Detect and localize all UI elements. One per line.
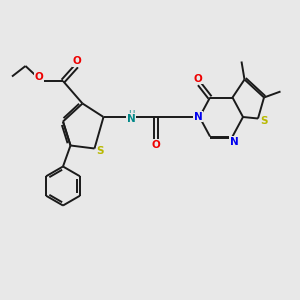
Text: N: N bbox=[230, 136, 238, 147]
Text: O: O bbox=[152, 140, 160, 150]
Text: S: S bbox=[260, 116, 268, 127]
Text: O: O bbox=[34, 72, 43, 82]
Text: S: S bbox=[96, 146, 104, 157]
Text: N: N bbox=[127, 113, 136, 124]
Text: O: O bbox=[73, 56, 82, 67]
Text: N: N bbox=[194, 112, 202, 122]
Text: H: H bbox=[128, 110, 134, 118]
Text: O: O bbox=[194, 74, 202, 84]
